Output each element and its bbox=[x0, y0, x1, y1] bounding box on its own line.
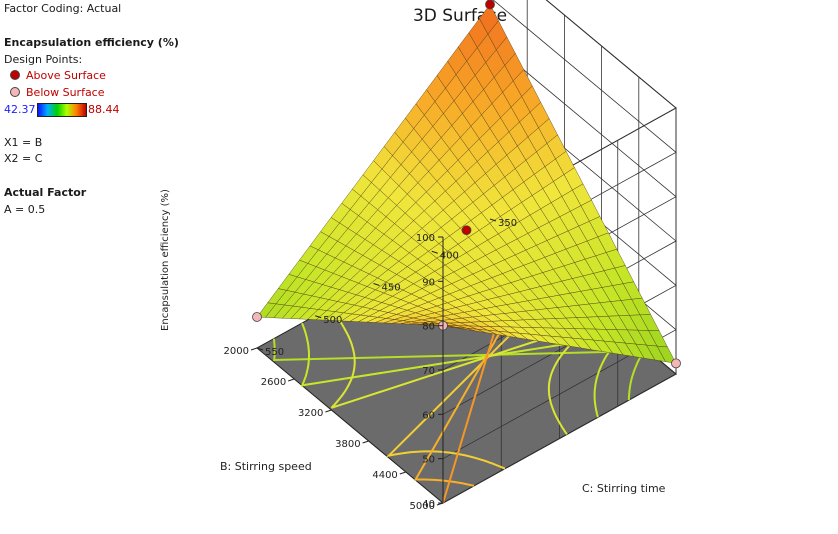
x-tick-mark bbox=[250, 347, 258, 351]
above-surface-label: Above Surface bbox=[26, 69, 106, 82]
x-tick-label: 4400 bbox=[372, 470, 397, 481]
x1-mapping: X1 = B bbox=[4, 136, 43, 149]
color-range-max: 88.44 bbox=[88, 103, 120, 116]
legend-item-above: Above Surface bbox=[4, 69, 106, 82]
x-tick-label: 2600 bbox=[261, 377, 286, 388]
x2-mapping: X2 = C bbox=[4, 152, 43, 165]
y-tick-label: 350 bbox=[498, 218, 517, 229]
y-tick-label: 500 bbox=[323, 315, 342, 326]
y-tick-label: 550 bbox=[265, 347, 284, 358]
z-axis-title: Encapsulation efficiency (%) bbox=[160, 189, 171, 331]
design-point-below bbox=[671, 358, 681, 369]
y-tick-label: 450 bbox=[382, 283, 401, 294]
actual-factor-title: Actual Factor bbox=[4, 186, 87, 199]
x-tick-mark bbox=[362, 440, 369, 444]
x-axis-title: B: Stirring speed bbox=[220, 460, 312, 473]
y-tick-mark bbox=[256, 347, 264, 351]
z-tick-label: 100 bbox=[416, 233, 435, 244]
below-surface-label: Below Surface bbox=[26, 86, 105, 99]
floor-contour-line bbox=[272, 338, 646, 401]
z-tick-label: 70 bbox=[422, 366, 435, 377]
x-tick-label: 5000 bbox=[410, 501, 435, 512]
y-tick-mark bbox=[489, 218, 497, 222]
actual-factor-value: A = 0.5 bbox=[4, 203, 46, 216]
floor-contour-line bbox=[329, 306, 597, 435]
design-point-below bbox=[252, 312, 262, 322]
z-tick-label: 40 bbox=[422, 499, 435, 510]
x-tick-label: 3800 bbox=[335, 439, 360, 450]
response-surface bbox=[256, 4, 677, 364]
color-range-bar bbox=[37, 103, 87, 117]
x-tick-mark bbox=[399, 471, 406, 475]
factor-coding-label: Factor Coding: Actual bbox=[4, 2, 122, 15]
x-tick-label: 3200 bbox=[298, 408, 323, 419]
z-tick-label: 80 bbox=[422, 322, 435, 333]
below-surface-marker-icon bbox=[10, 87, 20, 97]
y-axis-title: C: Stirring time bbox=[582, 482, 666, 495]
design-point-above bbox=[461, 225, 472, 236]
design-points-label: Design Points: bbox=[4, 53, 83, 66]
response-title: Encapsulation efficiency (%) bbox=[4, 36, 179, 49]
x-tick-mark bbox=[436, 502, 444, 506]
z-tick-label: 50 bbox=[422, 455, 435, 466]
x-tick-mark bbox=[288, 378, 295, 382]
color-range-min: 42.37 bbox=[4, 103, 36, 116]
design-point-above bbox=[485, 0, 495, 10]
above-surface-marker-icon bbox=[10, 70, 20, 80]
y-tick-label: 400 bbox=[440, 250, 459, 261]
x-tick-mark bbox=[325, 409, 332, 413]
x-tick-label: 2000 bbox=[224, 346, 249, 357]
z-tick-label: 60 bbox=[422, 410, 435, 421]
legend-item-below: Below Surface bbox=[4, 86, 105, 99]
y-tick-mark bbox=[431, 250, 438, 254]
z-tick-label: 90 bbox=[422, 277, 435, 288]
y-tick-mark bbox=[373, 283, 380, 286]
y-tick-mark bbox=[315, 315, 322, 319]
